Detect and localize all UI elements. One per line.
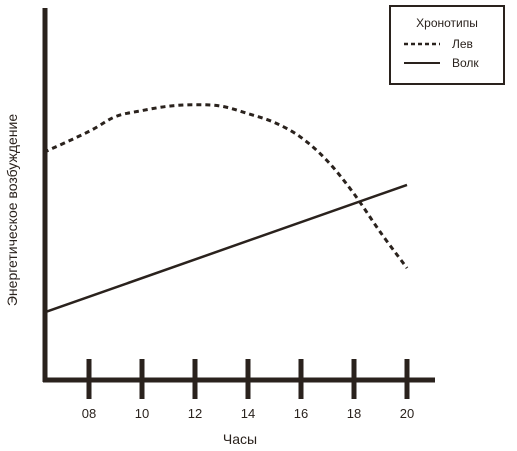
legend-entries: Лев Волк bbox=[404, 37, 479, 70]
x-tick-label-14: 14 bbox=[241, 406, 255, 421]
legend: Хронотипы Лев Волк bbox=[389, 5, 505, 85]
x-ticks: 08 10 12 14 16 18 20 bbox=[82, 359, 414, 421]
x-tick-label-10: 10 bbox=[135, 406, 149, 421]
series-line-wolf bbox=[43, 183, 408, 314]
legend-label-lion: Лев bbox=[452, 37, 473, 51]
x-tick-label-08: 08 bbox=[82, 406, 96, 421]
series-line-lion bbox=[43, 103, 409, 269]
legend-box bbox=[389, 5, 505, 85]
x-tick-label-18: 18 bbox=[347, 406, 361, 421]
legend-title: Хронотипы bbox=[416, 16, 478, 30]
x-axis-label: Часы bbox=[223, 431, 257, 447]
x-tick-label-12: 12 bbox=[188, 406, 202, 421]
y-axis-label: Энергетическое возбуждение bbox=[4, 114, 20, 306]
x-tick-label-16: 16 bbox=[294, 406, 308, 421]
legend-label-wolf: Волк bbox=[452, 56, 479, 70]
series-lines bbox=[43, 103, 409, 314]
x-tick-label-20: 20 bbox=[400, 406, 414, 421]
